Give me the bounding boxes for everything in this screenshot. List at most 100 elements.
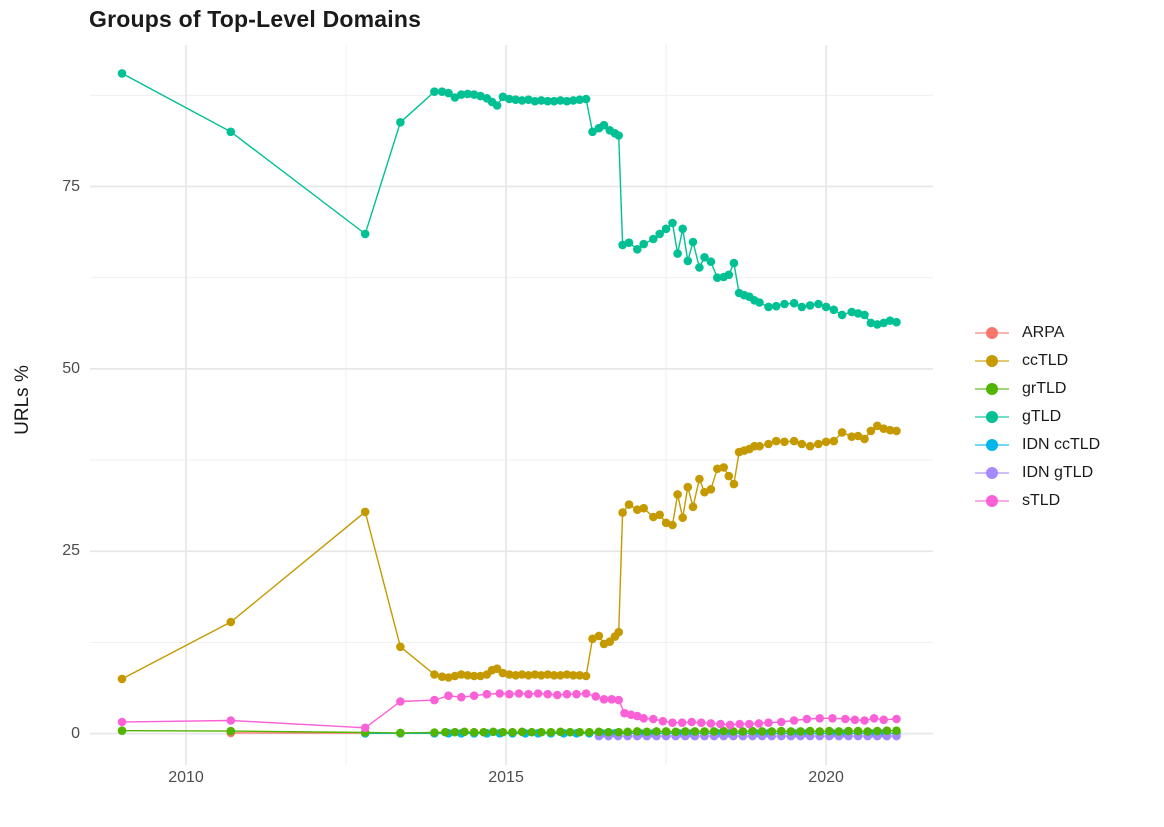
data-point-gtld[interactable] xyxy=(706,257,716,266)
data-point-gtld[interactable] xyxy=(614,131,623,140)
data-point-cctld[interactable] xyxy=(437,672,447,681)
data-point-cctld[interactable] xyxy=(537,671,546,680)
legend-item-grtld[interactable]: grTLD xyxy=(975,375,1100,403)
data-point-stld[interactable] xyxy=(735,719,744,729)
data-point-grtld[interactable] xyxy=(604,727,613,737)
data-point-gtld[interactable] xyxy=(360,229,370,239)
data-point-cctld[interactable] xyxy=(430,670,439,679)
data-point-cctld[interactable] xyxy=(873,421,882,431)
data-point-grtld[interactable] xyxy=(498,727,508,737)
data-point-gtld[interactable] xyxy=(117,69,127,78)
data-point-stld[interactable] xyxy=(892,714,901,724)
data-point-cctld[interactable] xyxy=(695,474,704,484)
data-point-cctld[interactable] xyxy=(588,634,597,644)
data-point-gtld[interactable] xyxy=(729,258,739,268)
data-point-grtld[interactable] xyxy=(652,727,661,736)
data-point-gtld[interactable] xyxy=(530,96,540,106)
data-point-cctld[interactable] xyxy=(892,426,901,436)
data-point-gtld[interactable] xyxy=(556,96,565,105)
data-point-grtld[interactable] xyxy=(396,728,405,738)
data-point-gtld[interactable] xyxy=(537,96,546,105)
data-point-cctld[interactable] xyxy=(771,436,781,446)
data-point-cctld[interactable] xyxy=(755,441,764,451)
data-point-cctld[interactable] xyxy=(581,671,591,681)
data-point-stld[interactable] xyxy=(607,695,616,704)
data-point-gtld[interactable] xyxy=(655,229,664,239)
data-point-gtld[interactable] xyxy=(492,101,502,110)
data-point-gtld[interactable] xyxy=(771,301,781,311)
data-point-grtld[interactable] xyxy=(690,727,700,736)
data-point-cctld[interactable] xyxy=(713,464,722,474)
data-point-stld[interactable] xyxy=(444,691,453,700)
data-point-grtld[interactable] xyxy=(614,727,623,737)
data-point-stld[interactable] xyxy=(553,690,562,700)
data-point-gtld[interactable] xyxy=(226,127,236,137)
data-point-stld[interactable] xyxy=(764,718,773,727)
data-point-cctld[interactable] xyxy=(860,434,869,444)
data-point-gtld[interactable] xyxy=(505,94,514,104)
data-point-stld[interactable] xyxy=(841,714,850,724)
data-point-grtld[interactable] xyxy=(575,727,584,737)
data-point-stld[interactable] xyxy=(457,692,466,702)
data-point-stld[interactable] xyxy=(649,714,658,724)
data-point-grtld[interactable] xyxy=(825,726,834,736)
data-point-gtld[interactable] xyxy=(639,239,648,249)
data-point-cctld[interactable] xyxy=(814,439,823,449)
data-point-grtld[interactable] xyxy=(479,727,489,737)
data-point-cctld[interactable] xyxy=(668,520,677,530)
data-point-stld[interactable] xyxy=(514,689,524,698)
data-point-grtld[interactable] xyxy=(748,726,757,736)
data-point-grtld[interactable] xyxy=(873,726,882,736)
data-point-gtld[interactable] xyxy=(829,305,839,315)
data-point-gtld[interactable] xyxy=(713,273,722,282)
data-point-stld[interactable] xyxy=(360,723,370,733)
data-point-stld[interactable] xyxy=(543,689,552,699)
data-point-grtld[interactable] xyxy=(863,727,872,736)
data-point-grtld[interactable] xyxy=(226,726,236,736)
data-point-gtld[interactable] xyxy=(755,298,764,307)
data-point-stld[interactable] xyxy=(533,689,543,698)
data-point-grtld[interactable] xyxy=(450,727,460,737)
data-point-gtld[interactable] xyxy=(430,87,439,96)
data-point-stld[interactable] xyxy=(430,695,439,705)
data-point-cctld[interactable] xyxy=(624,500,634,509)
data-point-stld[interactable] xyxy=(581,689,591,698)
data-point-stld[interactable] xyxy=(802,714,812,724)
data-point-gtld[interactable] xyxy=(695,263,704,272)
data-point-gtld[interactable] xyxy=(581,94,591,104)
data-point-cctld[interactable] xyxy=(594,631,604,641)
data-point-stld[interactable] xyxy=(706,719,716,728)
data-point-cctld[interactable] xyxy=(678,513,687,522)
data-point-cctld[interactable] xyxy=(885,425,895,435)
data-point-grtld[interactable] xyxy=(623,727,632,737)
data-point-cctld[interactable] xyxy=(457,670,466,679)
data-point-stld[interactable] xyxy=(226,716,236,725)
data-point-gtld[interactable] xyxy=(633,245,642,254)
data-point-gtld[interactable] xyxy=(688,237,698,247)
data-point-grtld[interactable] xyxy=(796,727,805,736)
data-point-stld[interactable] xyxy=(725,720,735,730)
data-point-cctld[interactable] xyxy=(117,674,127,684)
legend-item-stld[interactable]: sTLD xyxy=(975,487,1100,515)
data-point-gtld[interactable] xyxy=(860,310,869,320)
data-point-cctld[interactable] xyxy=(821,437,831,447)
data-point-cctld[interactable] xyxy=(511,671,520,680)
data-point-stld[interactable] xyxy=(860,716,869,725)
data-point-cctld[interactable] xyxy=(837,428,847,437)
data-point-stld[interactable] xyxy=(716,719,725,729)
data-point-cctld[interactable] xyxy=(719,463,728,472)
data-point-cctld[interactable] xyxy=(549,671,559,680)
data-point-stld[interactable] xyxy=(572,689,581,699)
data-point-cctld[interactable] xyxy=(360,507,370,517)
data-point-grtld[interactable] xyxy=(681,727,690,736)
data-point-stld[interactable] xyxy=(658,716,668,726)
data-point-gtld[interactable] xyxy=(764,302,773,312)
data-point-gtld[interactable] xyxy=(661,224,671,234)
data-point-cctld[interactable] xyxy=(396,642,405,652)
data-point-gtld[interactable] xyxy=(678,224,687,234)
data-point-stld[interactable] xyxy=(614,695,623,705)
data-point-cctld[interactable] xyxy=(543,670,552,679)
data-point-stld[interactable] xyxy=(745,719,754,729)
data-point-gtld[interactable] xyxy=(588,127,597,137)
data-point-cctld[interactable] xyxy=(797,439,807,449)
